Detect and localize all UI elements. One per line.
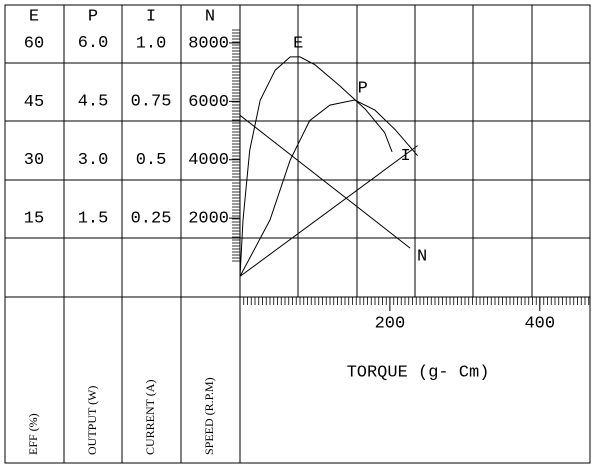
ruler [232,29,590,305]
x-tick-label: 200 [375,314,406,333]
y-tick-label: 4000 [188,151,229,170]
y-tick-label: 30 [24,151,44,170]
y-tick-label: 6.0 [78,34,109,53]
curve [239,114,411,249]
y-tick-label: 0.25 [131,210,172,229]
y-tick-label: 6000 [188,93,229,112]
curve-label: E [293,34,303,53]
series-header: E [29,7,39,26]
y-tick-label: 8000 [188,34,229,53]
curve-label: I [401,147,411,166]
axis-label: SPEED (R.P.M) [202,377,216,455]
y-tick-label: 3.0 [78,151,109,170]
series-header: I [146,7,156,26]
x-tick-label: 400 [524,314,555,333]
axis-label: EFF (%) [26,413,40,455]
y-tick-label: 60 [24,34,44,53]
y-tick-label: 4.5 [78,93,109,112]
series-header: N [205,7,215,26]
y-tick-label: 1.0 [136,34,167,53]
axis-label: CURRENT (A) [143,380,157,455]
y-tick-label: 45 [24,93,44,112]
y-tick-label: 0.5 [136,151,167,170]
axis-label: OUTPUT (W) [85,386,99,455]
y-tick-label: 15 [24,210,44,229]
curve-label: N [417,248,427,267]
curve [239,56,393,277]
curve-label: P [358,79,368,98]
x-axis-label: TORQUE (g- Cm) [347,363,490,382]
y-tick-label: 0.75 [131,93,172,112]
curve [239,145,418,277]
y-tick-label: 2000 [188,210,229,229]
y-tick-label: 1.5 [78,209,109,228]
curve [239,99,418,277]
series-header: P [88,7,98,26]
